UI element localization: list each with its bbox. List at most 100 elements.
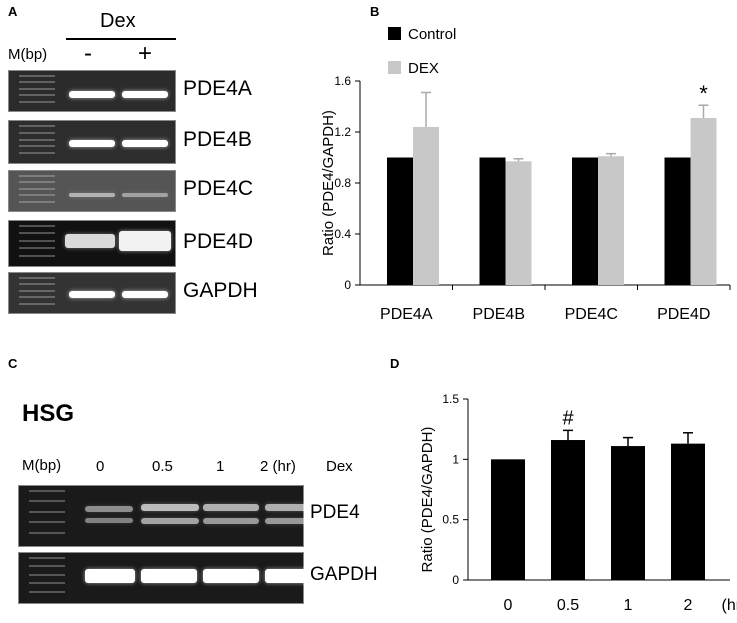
marker-label: M(bp) [8, 46, 48, 63]
y-tick-label: 0 [452, 573, 459, 587]
gel-band [69, 91, 115, 98]
bar-2 [671, 443, 705, 580]
ladder-band [19, 152, 55, 155]
dex-label-c: Dex [326, 458, 353, 475]
dex-underline [66, 38, 176, 40]
ladder-band [29, 500, 65, 503]
gel-label-pde4d: PDE4D [183, 229, 254, 253]
ladder-band [29, 490, 65, 492]
ladder-band [29, 521, 65, 524]
gel-band [69, 140, 115, 147]
ladder-band [19, 289, 55, 292]
plus-sign: + [138, 40, 153, 67]
time-label-1: 0.5 [152, 458, 173, 475]
ladder-band [29, 557, 65, 559]
ladder-band [19, 75, 55, 77]
ladder-band [19, 283, 55, 286]
gel-a-gapdh [8, 272, 176, 314]
chart-d: 0 0.5 1 1.5 Ratio (PDE4/GAPDH) 0 0.5 1 2 (hr) # [419, 392, 737, 614]
gel-c-gapdh [18, 552, 321, 604]
bar-0.5 [551, 440, 585, 580]
panel-letter-b: B [370, 4, 380, 19]
ladder-band [19, 254, 55, 257]
legend-label-control: Control [408, 26, 456, 43]
ladder-band [19, 277, 55, 279]
ladder-band [19, 145, 55, 148]
y-tick-label: 0.8 [334, 176, 351, 190]
gel-a-pde4d [8, 220, 176, 267]
bar-1 [611, 446, 645, 580]
y-tick-label: 1.2 [334, 125, 351, 139]
gel-label-c-gapdh: GAPDH [310, 564, 378, 585]
panel-letter-d: D [390, 356, 400, 371]
gel-band [141, 504, 199, 511]
ladder-band [29, 573, 65, 576]
ladder-band [19, 87, 55, 90]
ladder-band [19, 239, 55, 242]
x-tick-label: PDE4D [657, 306, 710, 323]
gel-label-pde4b: PDE4B [183, 128, 252, 151]
ladder-band [29, 565, 65, 568]
gel-band [141, 518, 199, 524]
ladder-band [19, 81, 55, 84]
y-axis-label: Ratio (PDE4/GAPDH) [419, 427, 436, 573]
minus-sign: - [84, 40, 92, 67]
ladder-band [29, 510, 65, 513]
significance-mark: * [699, 81, 708, 106]
ladder-band [19, 302, 55, 305]
panel-letter-a: A [8, 4, 18, 19]
ladder-band [19, 181, 55, 184]
x-tick-label: 0.5 [557, 597, 579, 614]
time-label-0: 0 [96, 458, 105, 475]
gel-band [203, 569, 259, 583]
gel-band [69, 193, 115, 197]
ladder-band [19, 247, 55, 250]
y-tick-label: 1 [452, 452, 459, 466]
bar-dex-pde4d [690, 117, 717, 285]
gel-c-pde4 [18, 485, 321, 547]
ladder-band [19, 175, 55, 177]
marker-label-c: M(bp) [22, 457, 62, 474]
bar-control-pde4d [664, 157, 691, 285]
bar-dex-pde4c [598, 156, 624, 285]
gel-band [141, 569, 197, 583]
ladder-band [19, 131, 55, 134]
x-tick-label: 0 [504, 597, 513, 614]
bar-control-pde4b [479, 157, 506, 285]
gel-band [65, 234, 115, 248]
ladder-band [19, 94, 55, 97]
cell-line-label: HSG [22, 400, 75, 427]
y-tick-label: 0 [344, 278, 351, 292]
gel-band [265, 504, 321, 511]
y-tick-label: 1.5 [442, 392, 459, 406]
dex-label: Dex [100, 10, 136, 32]
ladder-band [19, 187, 55, 190]
ladder-band [29, 582, 65, 585]
bar-dex-pde4b [505, 161, 532, 285]
chart-b: Control DEX 0 0.4 0.8 1.2 1.6 Ratio (PDE4/GAPDH… [320, 26, 731, 323]
y-tick-label: 0.4 [334, 227, 351, 241]
gel-band [265, 518, 321, 524]
bar-control-pde4c [572, 157, 598, 285]
x-unit-label: (hr) [722, 597, 737, 614]
bar-control-pde4a [387, 157, 413, 285]
gel-band [69, 291, 115, 298]
gel-band [122, 91, 168, 98]
ladder-band [29, 531, 65, 534]
y-tick-label: 0.5 [442, 513, 459, 527]
ladder-band [19, 225, 55, 227]
x-tick-label: PDE4A [380, 306, 433, 323]
ladder-band [19, 232, 55, 235]
ladder-band [19, 194, 55, 197]
ladder-band [19, 200, 55, 203]
y-axis-label: Ratio (PDE4/GAPDH) [320, 110, 337, 256]
legend-label-dex: DEX [408, 60, 439, 77]
time-label-2: 1 [216, 458, 225, 475]
gel-a-pde4a [8, 70, 176, 112]
gel-band [203, 518, 259, 524]
x-tick-label: 2 [684, 597, 693, 614]
gel-label-pde4c: PDE4C [183, 177, 254, 200]
ladder-band [29, 590, 65, 593]
x-tick-label: 1 [624, 597, 633, 614]
ladder-band [19, 100, 55, 103]
